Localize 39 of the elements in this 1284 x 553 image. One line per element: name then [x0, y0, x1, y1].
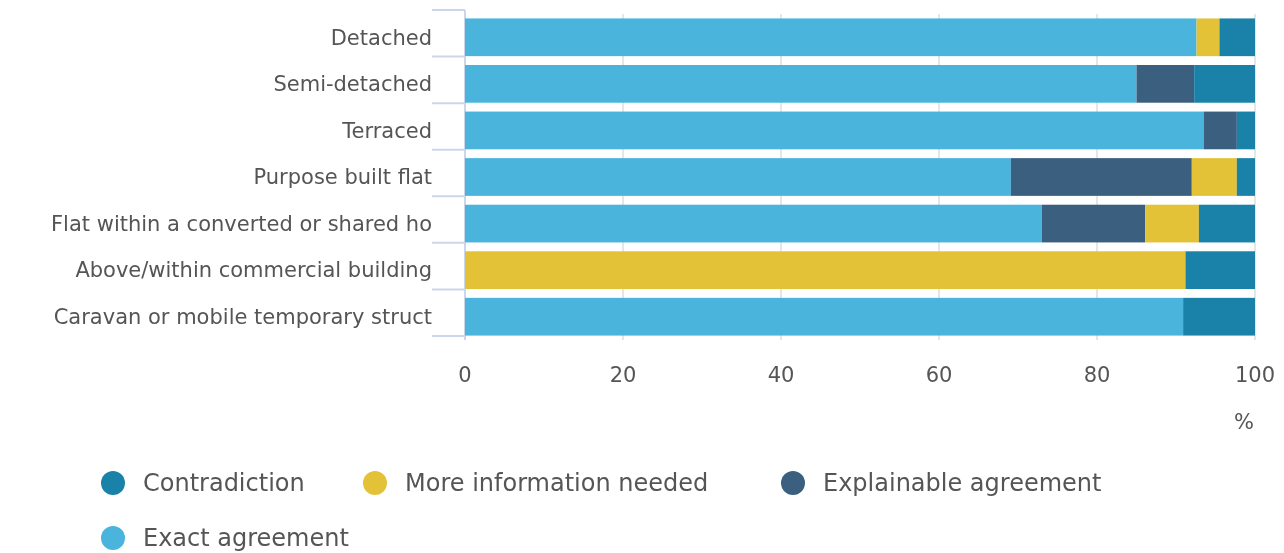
y-tick-label: Caravan or mobile temporary struct [53, 305, 432, 330]
bar [1236, 111, 1255, 150]
x-axis-title: % [1234, 410, 1254, 434]
legend-label: More information needed [405, 469, 709, 498]
y-tick-label: Above/within commercial building [75, 258, 432, 283]
bar [1010, 158, 1192, 196]
bar [1196, 18, 1220, 57]
bar [1194, 65, 1255, 103]
bar [465, 65, 1137, 103]
bar [465, 204, 1042, 243]
bar [1185, 251, 1255, 289]
bar [1219, 18, 1255, 57]
x-tick-label: 100 [1234, 363, 1276, 387]
x-tick-label: 40 [767, 363, 795, 387]
bar [1145, 204, 1199, 243]
bar [465, 251, 1186, 289]
y-tick-label: Detached [330, 25, 432, 50]
bar [1041, 204, 1146, 243]
bar [465, 297, 1184, 336]
x-tick-label: 80 [1083, 363, 1111, 387]
legend-label: Explainable agreement [823, 469, 1102, 498]
x-tick-label: 60 [925, 363, 953, 387]
bar [1183, 297, 1255, 336]
x-tick-label: 0 [458, 363, 472, 387]
bar [465, 111, 1204, 150]
bar [1136, 65, 1195, 103]
bar [1198, 204, 1255, 243]
y-tick-label: Terraced [341, 118, 432, 143]
y-tick-label: Semi-detached [273, 72, 432, 97]
x-tick-label: 20 [609, 363, 637, 387]
bar [1191, 158, 1237, 196]
y-tick-label: Purpose built flat [253, 165, 432, 190]
legend-label: Exact agreement [143, 524, 349, 553]
bar [1203, 111, 1237, 150]
bar [465, 18, 1197, 57]
bar [1236, 158, 1255, 196]
y-tick-label: Flat within a converted or shared ho [51, 211, 432, 236]
legend-label: Contradiction [143, 469, 305, 498]
bar [465, 158, 1011, 196]
